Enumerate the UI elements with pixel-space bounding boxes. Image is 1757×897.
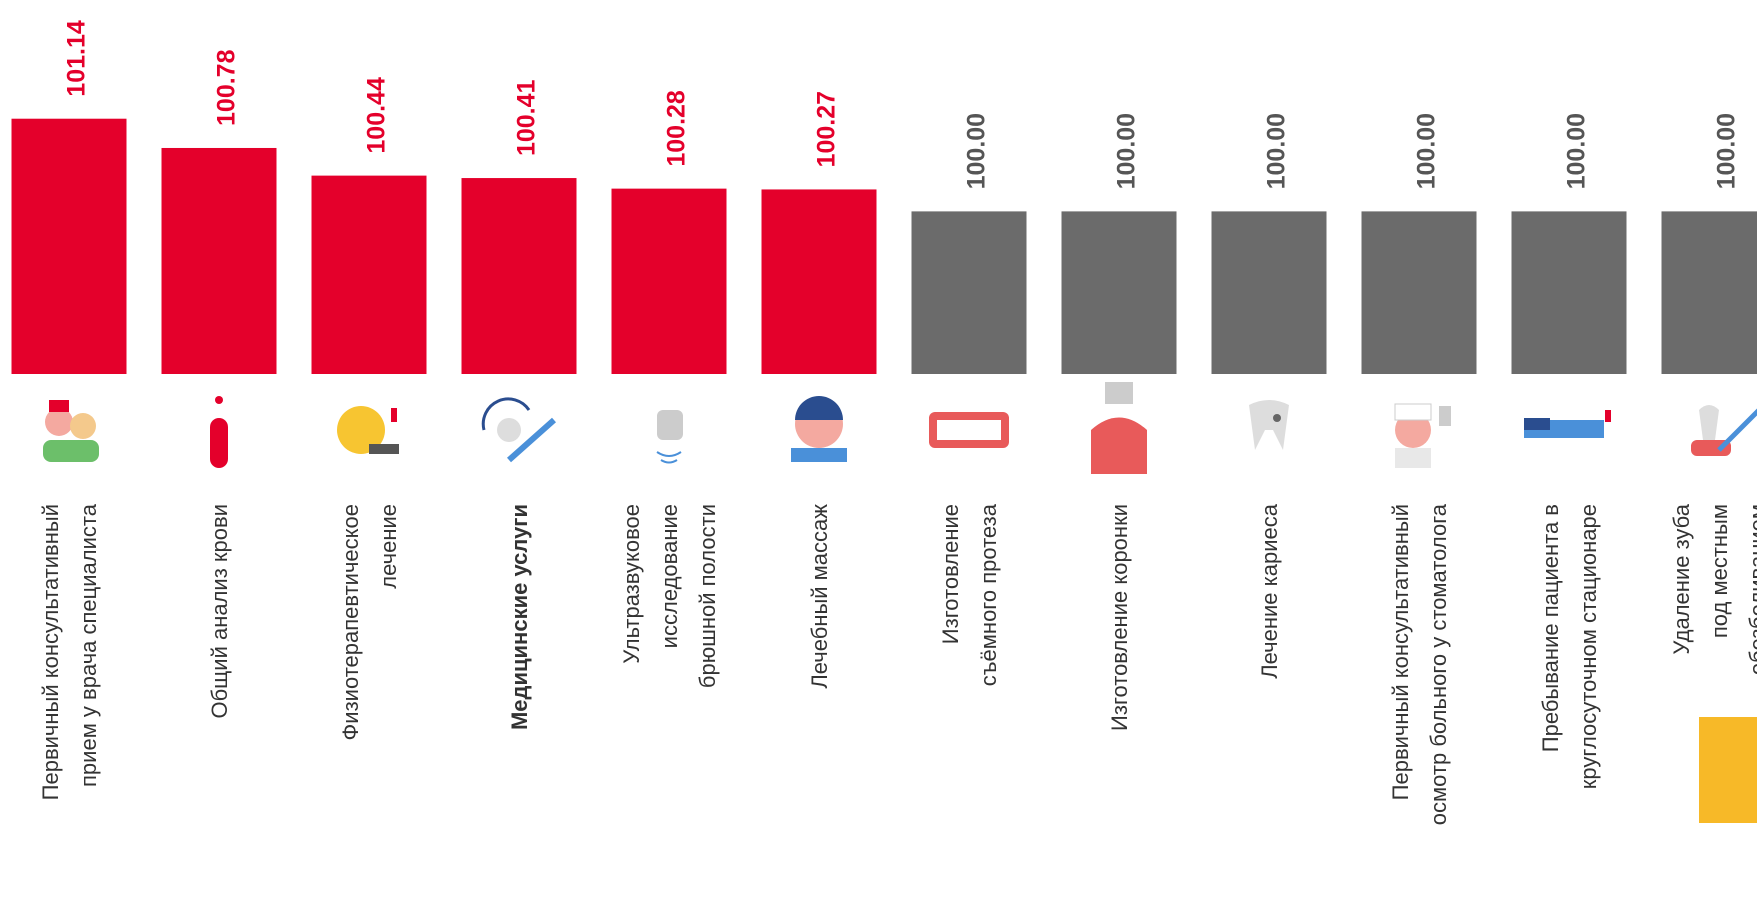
icon-part <box>215 396 223 404</box>
icon-part <box>49 400 69 412</box>
value-label: 100.27 <box>813 91 841 167</box>
icon-part <box>1717 408 1757 452</box>
icon-part <box>507 417 556 463</box>
bar <box>161 147 277 374</box>
icon-part <box>1395 448 1431 468</box>
icon-part <box>937 420 1001 440</box>
icon-part <box>497 418 521 442</box>
value-label: 100.00 <box>1413 113 1441 189</box>
x-tick-label: Лечебный массаж <box>807 504 832 689</box>
value-label: 100.44 <box>363 77 391 154</box>
bar <box>1211 211 1327 374</box>
icon-part <box>481 397 531 431</box>
icon <box>1249 400 1289 450</box>
icon-part <box>1605 410 1611 422</box>
x-tick-label: Общий анализ крови <box>207 504 232 719</box>
icon-part <box>1249 400 1289 450</box>
icon-part <box>1524 418 1550 430</box>
value-label: 100.00 <box>1263 113 1291 189</box>
x-tick-label: Физиотерапевтическое лечение <box>338 504 401 740</box>
icon-part <box>391 408 397 422</box>
icon <box>1691 405 1757 456</box>
icon <box>656 410 683 464</box>
icon-part <box>1273 414 1281 422</box>
icon-part <box>45 408 73 436</box>
x-tick-label: Первичный консультативный прием у врача с… <box>38 503 101 800</box>
bar <box>461 178 577 374</box>
bar <box>311 175 427 374</box>
x-tick-label: Лечение кариеса <box>1257 503 1282 679</box>
icon-part <box>1105 382 1133 404</box>
icon <box>929 412 1009 448</box>
icon-part <box>1691 440 1731 456</box>
bar <box>1361 211 1477 374</box>
icon-part <box>1394 403 1432 421</box>
icon-part <box>1395 412 1431 448</box>
icon-part <box>1439 406 1451 426</box>
bar <box>1061 211 1177 374</box>
icon-part <box>43 440 99 462</box>
bar <box>1661 211 1757 374</box>
value-label: 100.41 <box>513 79 541 156</box>
bar <box>611 188 727 374</box>
x-tick-label: Пребывание пациента в круглосуточном стац… <box>1538 504 1601 789</box>
value-label: 100.00 <box>1563 113 1591 189</box>
value-label: 100.00 <box>963 113 991 189</box>
icon <box>210 396 228 468</box>
icon-part <box>656 451 682 464</box>
x-tick-label: Изготовление съёмного протеза <box>938 503 1001 686</box>
bar <box>11 118 127 374</box>
icon-part <box>70 413 96 439</box>
value-label: 100.00 <box>1713 113 1741 189</box>
icon <box>791 396 847 462</box>
bar <box>1511 211 1627 374</box>
icon-part <box>1699 405 1719 440</box>
value-label: 100.28 <box>663 90 691 167</box>
value-label: 101.14 <box>63 20 91 97</box>
icon-part <box>210 418 228 468</box>
icon-part <box>657 410 683 440</box>
x-tick-label: Изготовление коронки <box>1107 504 1132 731</box>
icon <box>337 406 399 454</box>
icon-part <box>1091 417 1147 474</box>
icon <box>1394 403 1451 468</box>
bar <box>761 189 877 374</box>
icon <box>1524 410 1611 438</box>
icon <box>1091 382 1147 474</box>
icon-part <box>791 448 847 462</box>
value-label: 100.78 <box>213 49 241 126</box>
x-tick-label: Удаление зуба под местным обезболиванием <box>1669 503 1757 675</box>
x-tick-label: Первичный консультативный осмотр больного… <box>1388 503 1451 825</box>
icon-part <box>369 444 399 454</box>
icon <box>43 400 99 462</box>
icon <box>481 397 556 463</box>
value-label: 100.00 <box>1113 113 1141 189</box>
bar <box>911 211 1027 374</box>
x-tick-label: Медицинские услуги <box>507 504 532 730</box>
icon-part <box>795 396 843 420</box>
icon-part <box>337 406 385 454</box>
decoration <box>1699 717 1757 823</box>
x-tick-label: Ультразвуковое исследование брюшной полост… <box>619 504 720 688</box>
